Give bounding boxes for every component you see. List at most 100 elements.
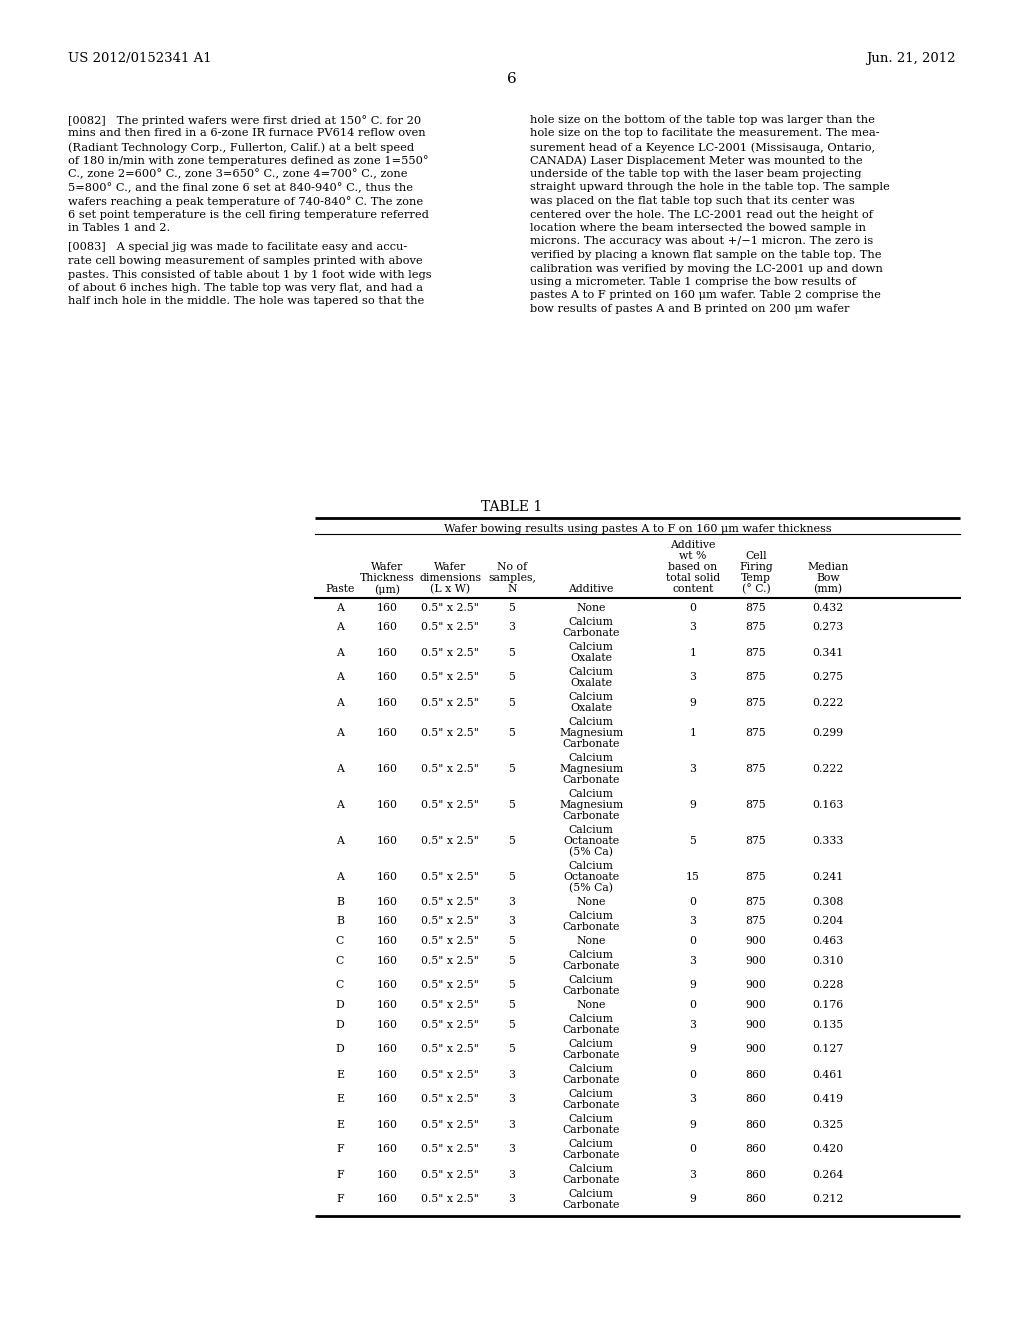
Text: 0: 0 — [689, 898, 696, 907]
Text: 160: 160 — [377, 800, 397, 810]
Text: 3: 3 — [689, 764, 696, 774]
Text: 0.264: 0.264 — [812, 1170, 844, 1180]
Text: A: A — [336, 764, 344, 774]
Text: using a micrometer. Table 1 comprise the bow results of: using a micrometer. Table 1 comprise the… — [530, 277, 856, 286]
Text: 160: 160 — [377, 672, 397, 682]
Text: Octanoate: Octanoate — [563, 836, 620, 846]
Text: 0.135: 0.135 — [812, 1019, 844, 1030]
Text: 160: 160 — [377, 764, 397, 774]
Text: 860: 860 — [745, 1195, 767, 1204]
Text: 9: 9 — [689, 1119, 696, 1130]
Text: (° C.): (° C.) — [741, 583, 770, 594]
Text: 0.5" x 2.5": 0.5" x 2.5" — [421, 956, 479, 965]
Text: 160: 160 — [377, 873, 397, 882]
Text: None: None — [577, 936, 605, 946]
Text: location where the beam intersected the bowed sample in: location where the beam intersected the … — [530, 223, 866, 234]
Text: 875: 875 — [745, 697, 766, 708]
Text: 0.5" x 2.5": 0.5" x 2.5" — [421, 836, 479, 846]
Text: Carbonate: Carbonate — [562, 1125, 620, 1135]
Text: Temp: Temp — [741, 573, 771, 583]
Text: (μm): (μm) — [374, 583, 400, 594]
Text: Calcium: Calcium — [568, 1139, 613, 1148]
Text: 0.204: 0.204 — [812, 916, 844, 927]
Text: F: F — [336, 1170, 344, 1180]
Text: Carbonate: Carbonate — [562, 1026, 620, 1035]
Text: 3: 3 — [509, 1144, 515, 1155]
Text: 3: 3 — [689, 916, 696, 927]
Text: 0.420: 0.420 — [812, 1144, 844, 1155]
Text: samples,: samples, — [488, 573, 536, 583]
Text: centered over the hole. The LC-2001 read out the height of: centered over the hole. The LC-2001 read… — [530, 210, 873, 219]
Text: Octanoate: Octanoate — [563, 873, 620, 882]
Text: 5=800° C., and the final zone 6 set at 840-940° C., thus the: 5=800° C., and the final zone 6 set at 8… — [68, 182, 413, 193]
Text: 0.222: 0.222 — [812, 697, 844, 708]
Text: rate cell bowing measurement of samples printed with above: rate cell bowing measurement of samples … — [68, 256, 423, 267]
Text: Oxalate: Oxalate — [570, 678, 612, 688]
Text: 3: 3 — [689, 1019, 696, 1030]
Text: Calcium: Calcium — [568, 825, 613, 836]
Text: 3: 3 — [509, 898, 515, 907]
Text: Carbonate: Carbonate — [562, 1049, 620, 1060]
Text: 0.5" x 2.5": 0.5" x 2.5" — [421, 603, 479, 612]
Text: 0.5" x 2.5": 0.5" x 2.5" — [421, 1170, 479, 1180]
Text: (L x W): (L x W) — [430, 583, 470, 594]
Text: 160: 160 — [377, 1044, 397, 1055]
Text: 0.228: 0.228 — [812, 981, 844, 990]
Text: 160: 160 — [377, 623, 397, 632]
Text: Carbonate: Carbonate — [562, 961, 620, 972]
Text: 5: 5 — [509, 936, 515, 946]
Text: total solid: total solid — [666, 573, 720, 583]
Text: 3: 3 — [689, 623, 696, 632]
Text: 5: 5 — [509, 1044, 515, 1055]
Text: wt %: wt % — [679, 550, 707, 561]
Text: of about 6 inches high. The table top was very flat, and had a: of about 6 inches high. The table top wa… — [68, 282, 423, 293]
Text: D: D — [336, 1044, 344, 1055]
Text: 0.5" x 2.5": 0.5" x 2.5" — [421, 729, 479, 738]
Text: Carbonate: Carbonate — [562, 1100, 620, 1110]
Text: Median: Median — [807, 562, 849, 572]
Text: Oxalate: Oxalate — [570, 653, 612, 663]
Text: underside of the table top with the laser beam projecting: underside of the table top with the lase… — [530, 169, 861, 180]
Text: Wafer: Wafer — [434, 562, 466, 572]
Text: Bow: Bow — [816, 573, 840, 583]
Text: A: A — [336, 603, 344, 612]
Text: 15: 15 — [686, 873, 700, 882]
Text: 860: 860 — [745, 1170, 767, 1180]
Text: Calcium: Calcium — [568, 667, 613, 677]
Text: surement head of a Keyence LC-2001 (Missisauga, Ontario,: surement head of a Keyence LC-2001 (Miss… — [530, 143, 876, 153]
Text: 0.325: 0.325 — [812, 1119, 844, 1130]
Text: 0.310: 0.310 — [812, 956, 844, 965]
Text: (5% Ca): (5% Ca) — [569, 847, 613, 857]
Text: wafers reaching a peak temperature of 740-840° C. The zone: wafers reaching a peak temperature of 74… — [68, 195, 423, 207]
Text: 875: 875 — [745, 672, 766, 682]
Text: B: B — [336, 898, 344, 907]
Text: 3: 3 — [509, 1195, 515, 1204]
Text: D: D — [336, 1019, 344, 1030]
Text: A: A — [336, 648, 344, 657]
Text: bow results of pastes A and B printed on 200 μm wafer: bow results of pastes A and B printed on… — [530, 304, 850, 314]
Text: 0: 0 — [689, 603, 696, 612]
Text: 0.241: 0.241 — [812, 873, 844, 882]
Text: verified by placing a known flat sample on the table top. The: verified by placing a known flat sample … — [530, 249, 882, 260]
Text: of 180 in/min with zone temperatures defined as zone 1=550°: of 180 in/min with zone temperatures def… — [68, 156, 429, 166]
Text: 3: 3 — [509, 1094, 515, 1105]
Text: C: C — [336, 936, 344, 946]
Text: 0.461: 0.461 — [812, 1069, 844, 1080]
Text: 160: 160 — [377, 898, 397, 907]
Text: Magnesium: Magnesium — [559, 729, 623, 738]
Text: 0.5" x 2.5": 0.5" x 2.5" — [421, 1119, 479, 1130]
Text: 0: 0 — [689, 1069, 696, 1080]
Text: No of: No of — [497, 562, 527, 572]
Text: 5: 5 — [509, 729, 515, 738]
Text: mins and then fired in a 6-zone IR furnace PV614 reflow oven: mins and then fired in a 6-zone IR furna… — [68, 128, 426, 139]
Text: 160: 160 — [377, 697, 397, 708]
Text: 1: 1 — [689, 648, 696, 657]
Text: 0.5" x 2.5": 0.5" x 2.5" — [421, 648, 479, 657]
Text: CANADA) Laser Displacement Meter was mounted to the: CANADA) Laser Displacement Meter was mou… — [530, 156, 862, 166]
Text: Additive: Additive — [671, 540, 716, 550]
Text: 5: 5 — [509, 981, 515, 990]
Text: 900: 900 — [745, 1019, 766, 1030]
Text: US 2012/0152341 A1: US 2012/0152341 A1 — [68, 51, 212, 65]
Text: Magnesium: Magnesium — [559, 800, 623, 810]
Text: 0.5" x 2.5": 0.5" x 2.5" — [421, 623, 479, 632]
